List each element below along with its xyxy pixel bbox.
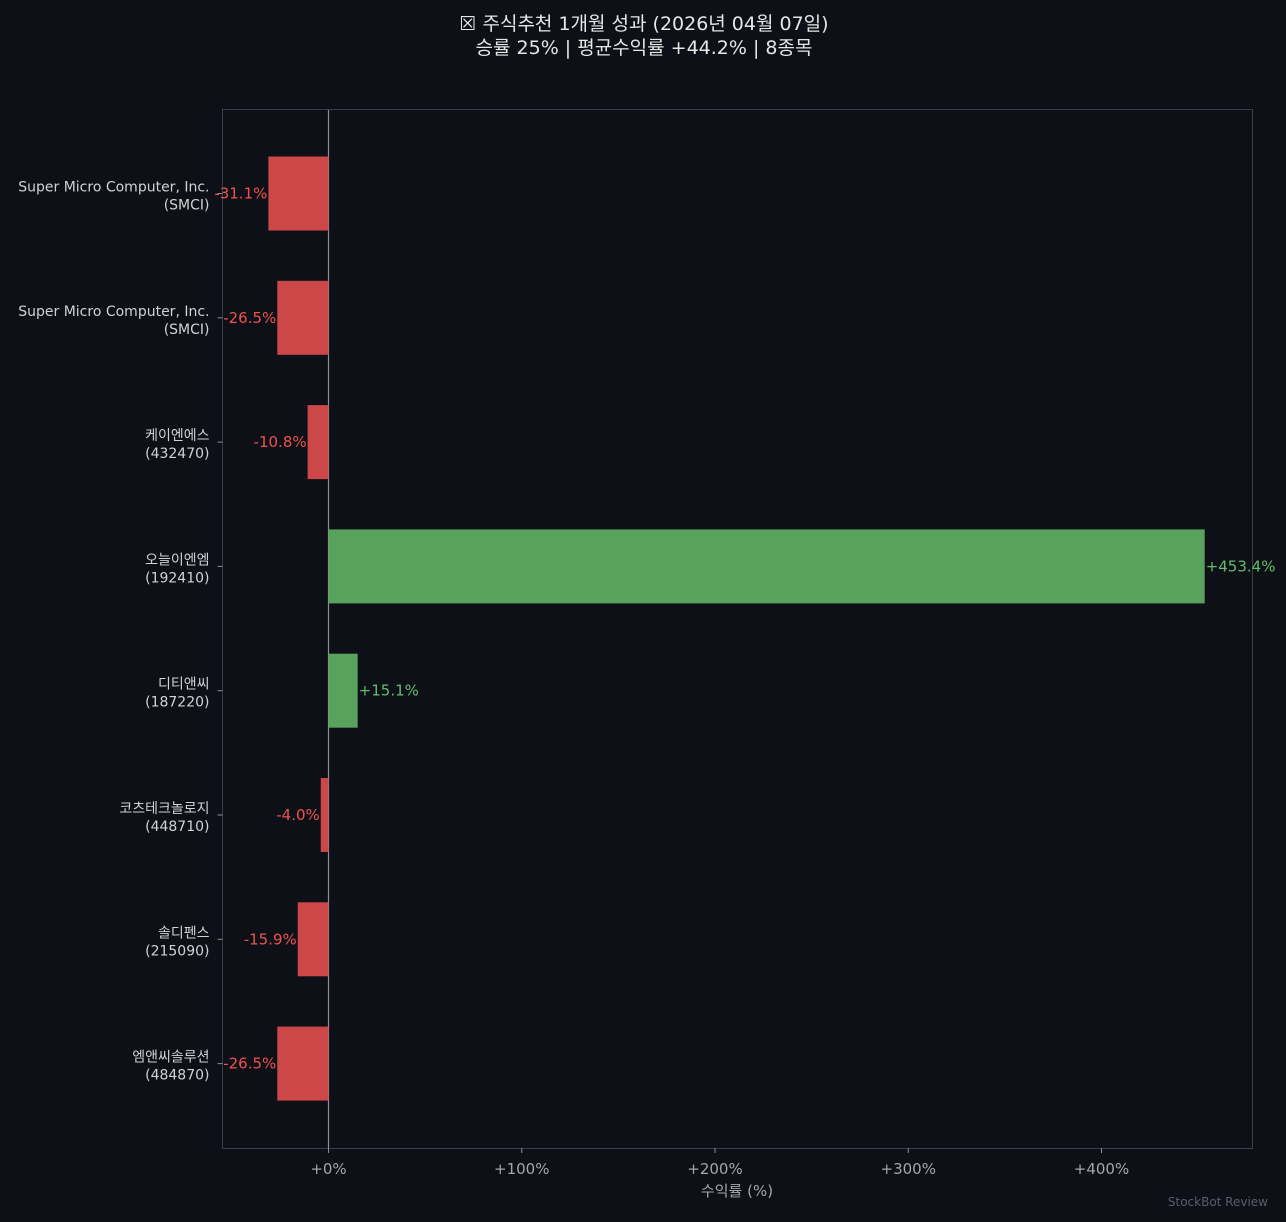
y-tick-label-line: (SMCI): [164, 198, 210, 214]
y-tick-label-line: (187220): [145, 695, 209, 711]
data-label-1: -26.5%: [223, 309, 276, 327]
y-tick-label-line: 엠앤씨솔루션: [132, 1050, 209, 1066]
y-tick-label-line: (432470): [145, 446, 209, 462]
y-tick-label-1: Super Micro Computer, Inc. (SMCI): [18, 304, 209, 338]
data-label-4: +15.1%: [359, 682, 419, 700]
data-label-6: -15.9%: [244, 930, 297, 948]
y-tick-label-line: Super Micro Computer, Inc.: [18, 304, 209, 320]
y-tick-label-line: 오늘이엔엠: [145, 552, 209, 568]
bar-6: [297, 902, 329, 977]
bar-0: [268, 156, 329, 231]
bar-4: [328, 653, 358, 728]
x-tick-label-0: +0%: [310, 1160, 346, 1178]
y-tick-label-line: Super Micro Computer, Inc.: [18, 180, 209, 196]
y-tick-label-line: (215090): [145, 943, 209, 959]
y-axis-ticks: Super Micro Computer, Inc. (SMCI)Super Mi…: [18, 180, 223, 1084]
y-tick-label-line: 케이엔에스: [145, 428, 210, 444]
y-tick-label-5: 코츠테크놀로지 (448710): [119, 801, 209, 835]
bar-2: [307, 405, 329, 480]
data-label-3: +453.4%: [1206, 557, 1276, 575]
watermark: StockBot Review: [1168, 1195, 1268, 1209]
chart-title: ☒ 주식추천 1개월 성과 (2026년 04월 07일): [459, 13, 828, 35]
y-tick-label-0: Super Micro Computer, Inc. (SMCI): [18, 180, 209, 214]
data-labels-group: -31.1% -26.5% -10.8% +453.4% +15.1% -4.0% -15.…: [214, 185, 1275, 1073]
y-tick-label-line: (SMCI): [164, 322, 210, 338]
y-tick-label-3: 오늘이엔엠 (192410): [145, 552, 209, 586]
x-tick-label-4: +400%: [1074, 1160, 1129, 1178]
y-tick-label-line: (192410): [145, 570, 209, 586]
bars-group: [268, 156, 1205, 1101]
bar-1: [277, 280, 329, 355]
y-tick-label-4: 디티앤씨 (187220): [145, 677, 209, 711]
bar-5: [320, 778, 329, 852]
data-label-5: -4.0%: [276, 806, 320, 824]
x-axis-ticks: +0% +100% +200% +300% +400%: [310, 1148, 1129, 1178]
y-tick-label-7: 엠앤씨솔루션 (484870): [132, 1050, 209, 1084]
plot-frame: [222, 109, 1253, 1149]
data-label-2: -10.8%: [254, 433, 307, 451]
y-tick-label-line: 디티앤씨: [158, 677, 210, 693]
bar-3: [328, 529, 1205, 604]
y-tick-label-line: 솔디펜스: [158, 925, 210, 941]
x-axis-label: 수익률 (%): [701, 1182, 773, 1200]
y-tick-label-2: 케이엔에스 (432470): [145, 428, 210, 462]
y-tick-label-line: (484870): [145, 1068, 209, 1084]
data-label-0: -31.1%: [214, 185, 267, 203]
data-label-7: -26.5%: [223, 1055, 276, 1073]
bar-7: [277, 1026, 329, 1101]
x-tick-label-1: +100%: [494, 1160, 549, 1178]
x-tick-label-2: +200%: [687, 1160, 742, 1178]
chart-subtitle: 승률 25% | 평균수익률 +44.2% | 8종목: [476, 37, 813, 59]
y-tick-label-6: 솔디펜스 (215090): [145, 925, 209, 959]
y-tick-label-line: 코츠테크놀로지: [119, 801, 209, 817]
y-tick-label-line: (448710): [145, 819, 209, 835]
x-tick-label-3: +300%: [881, 1160, 936, 1178]
